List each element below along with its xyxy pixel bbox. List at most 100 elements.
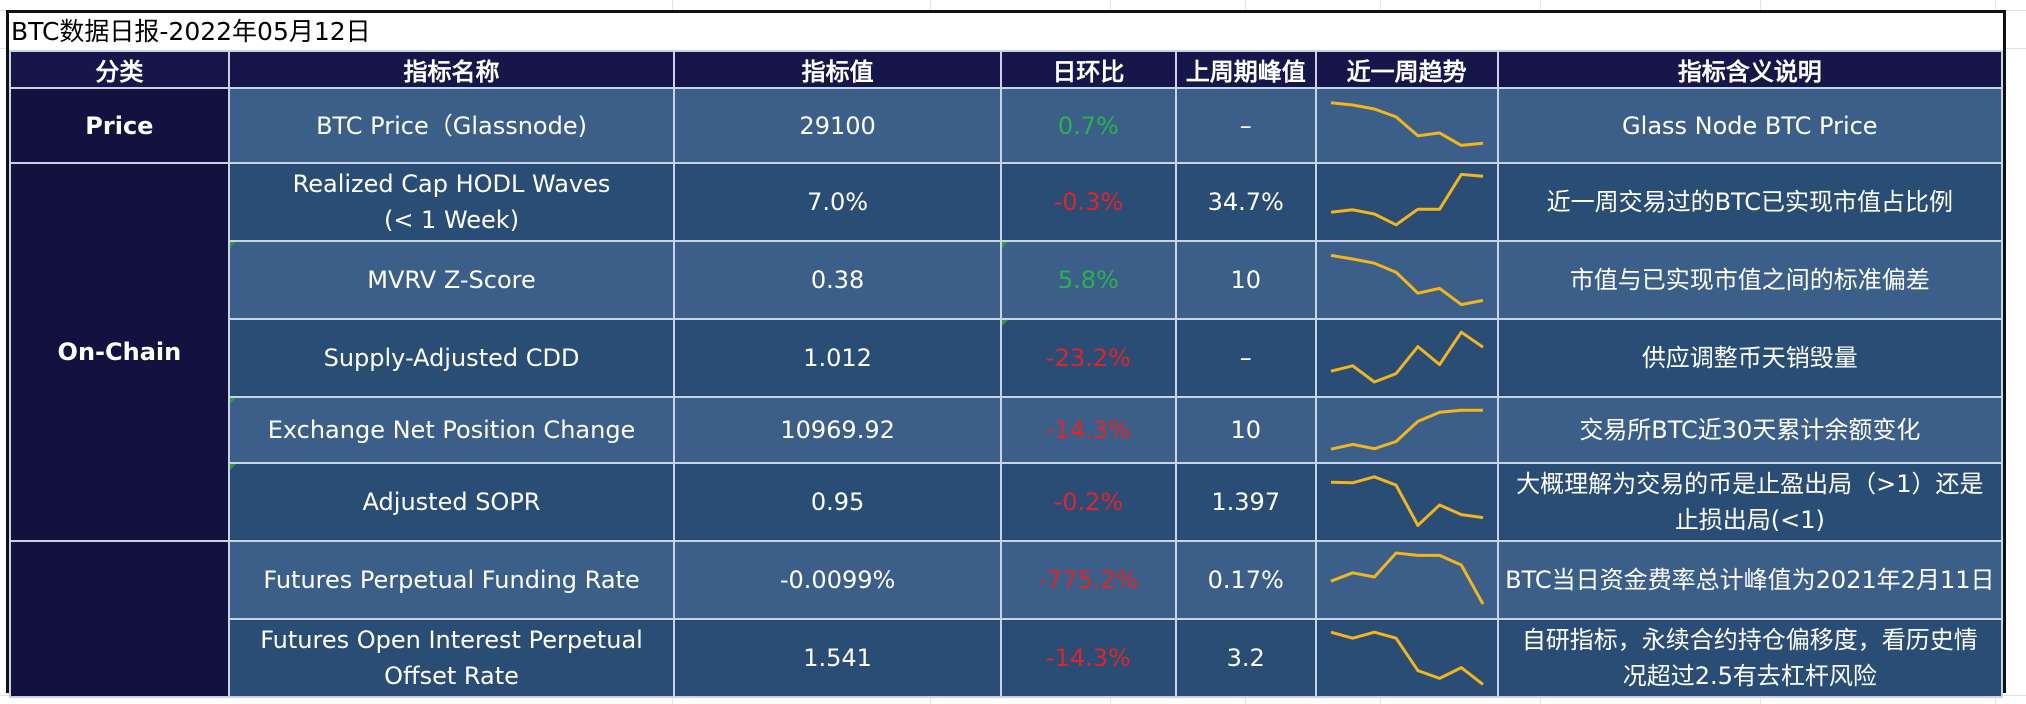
indicator-name-cell[interactable]: BTC Price（Glassnode) bbox=[227, 87, 676, 164]
indicator-name-cell[interactable]: Futures Open Interest Perpetual Offset Ra… bbox=[227, 618, 676, 698]
text-line: 交易所BTC近30天累计余额变化 bbox=[1579, 416, 1921, 444]
sparkline-chart bbox=[1330, 172, 1483, 227]
text-line: Futures Perpetual Funding Rate bbox=[263, 566, 640, 594]
previous-peak-cell[interactable]: 34.7% bbox=[1174, 162, 1317, 242]
text-line: Glass Node BTC Price bbox=[1622, 111, 1878, 140]
indicator-name-cell[interactable]: Realized Cap HODL Waves (< 1 Week) bbox=[227, 162, 676, 242]
dod-change-cell[interactable]: -0.3% bbox=[999, 162, 1177, 242]
dod-change-cell[interactable]: 5.8% bbox=[999, 240, 1177, 320]
text-line: 况超过2.5有去杠杆风险 bbox=[1622, 662, 1877, 690]
weekly-trend-cell[interactable] bbox=[1314, 396, 1499, 464]
description-cell[interactable]: 近一周交易过的BTC已实现市值占比例 bbox=[1496, 162, 2004, 242]
description-cell[interactable]: BTC当日资金费率总计峰值为2021年2月11日 bbox=[1496, 540, 2004, 620]
sparkline-line bbox=[1330, 630, 1484, 686]
indicator-value-cell[interactable]: 0.95 bbox=[673, 462, 1002, 542]
previous-peak-cell[interactable]: – bbox=[1174, 318, 1317, 398]
indicator-name-cell[interactable]: Adjusted SOPR bbox=[227, 462, 676, 542]
table-row: Exchange Net Position Change 10969.92 -14.… bbox=[10, 396, 2004, 464]
dod-change-cell[interactable]: -14.3% bbox=[999, 618, 1177, 698]
text-line: 供应调整币天销毁量 bbox=[1641, 344, 1858, 372]
indicator-name-cell[interactable]: Supply-Adjusted CDD bbox=[227, 318, 676, 398]
header-category[interactable]: 分类 bbox=[9, 50, 230, 89]
sparkline-line bbox=[1330, 408, 1483, 451]
weekly-trend-cell[interactable] bbox=[1314, 240, 1499, 320]
indicator-value-cell[interactable]: 0.38 bbox=[673, 240, 1002, 320]
indicator-name-cell[interactable]: Futures Perpetual Funding Rate bbox=[227, 540, 676, 620]
text-line: Exchange Net Position Change bbox=[267, 416, 636, 444]
text-line: 大概理解为交易的币是止盈出局（>1）还是 bbox=[1516, 470, 1984, 498]
sparkline-line bbox=[1330, 253, 1483, 307]
category-cell-price[interactable]: Price bbox=[9, 87, 230, 164]
previous-peak-cell[interactable]: 10 bbox=[1174, 240, 1317, 320]
sparkline-line bbox=[1330, 475, 1483, 527]
weekly-trend-cell[interactable] bbox=[1314, 618, 1499, 698]
description-cell[interactable]: 大概理解为交易的币是止盈出局（>1）还是 止损出局(<1) bbox=[1496, 462, 2004, 542]
text-line: Realized Cap HODL Waves bbox=[292, 170, 611, 198]
previous-peak-cell[interactable]: 3.2 bbox=[1174, 618, 1317, 698]
sparkline-chart bbox=[1330, 630, 1484, 686]
description-cell[interactable]: 供应调整币天销毁量 bbox=[1496, 318, 2004, 398]
text-line: Adjusted SOPR bbox=[362, 488, 541, 516]
indicator-name-cell[interactable]: MVRV Z-Score bbox=[227, 240, 676, 320]
text-line: (< 1 Week) bbox=[383, 206, 520, 234]
header-desc[interactable]: 指标含义说明 bbox=[1496, 50, 2004, 89]
text-line: Futures Open Interest Perpetual bbox=[260, 626, 643, 654]
header-peak[interactable]: 上周期峰值 bbox=[1174, 50, 1317, 89]
text-line: 止损出局(<1) bbox=[1674, 506, 1825, 534]
weekly-trend-cell[interactable] bbox=[1314, 318, 1499, 398]
sparkline-line bbox=[1330, 330, 1484, 384]
dod-change-cell[interactable]: -0.2% bbox=[999, 462, 1177, 542]
report-sheet: BTC数据日报-2022年05月12日 分类 指标名称 指标值 日环比 上周期峰… bbox=[6, 10, 2006, 698]
sparkline-chart bbox=[1330, 101, 1483, 147]
report-title[interactable]: BTC数据日报-2022年05月12日 bbox=[9, 13, 2003, 50]
description-cell[interactable]: 市值与已实现市值之间的标准偏差 bbox=[1496, 240, 2004, 320]
text-line: MVRV Z-Score bbox=[367, 266, 536, 294]
dod-change-cell[interactable]: -23.2% bbox=[999, 318, 1177, 398]
table-row: MVRV Z-Score 0.38 5.8% 10 市值与已实现市值之间的标准偏差 bbox=[10, 240, 2004, 320]
description-cell[interactable]: 自研指标，永续合约持仓偏移度，看历史情 况超过2.5有去杠杆风险 bbox=[1496, 618, 2004, 698]
text-line: BTC Price（Glassnode) bbox=[316, 111, 587, 140]
text-line: BTC当日资金费率总计峰值为2021年2月11日 bbox=[1505, 566, 1995, 594]
header-trend[interactable]: 近一周趋势 bbox=[1314, 50, 1499, 89]
indicator-table: 分类 指标名称 指标值 日环比 上周期峰值 近一周趋势 指标含义说明 Price… bbox=[9, 50, 2004, 698]
text-line: 近一周交易过的BTC已实现市值占比例 bbox=[1546, 188, 1954, 216]
weekly-trend-cell[interactable] bbox=[1314, 87, 1499, 164]
indicator-value-cell[interactable]: 7.0% bbox=[673, 162, 1002, 242]
weekly-trend-cell[interactable] bbox=[1314, 162, 1499, 242]
description-cell[interactable]: Glass Node BTC Price bbox=[1496, 87, 2004, 164]
sparkline-line bbox=[1330, 172, 1483, 227]
dod-change-cell[interactable]: -14.3% bbox=[999, 396, 1177, 464]
indicator-value-cell[interactable]: 1.541 bbox=[673, 618, 1002, 698]
indicator-value-cell[interactable]: 29100 bbox=[673, 87, 1002, 164]
previous-peak-cell[interactable]: 10 bbox=[1174, 396, 1317, 464]
previous-peak-cell[interactable]: – bbox=[1174, 87, 1317, 164]
indicator-value-cell[interactable]: 10969.92 bbox=[673, 396, 1002, 464]
text-line: 自研指标，永续合约持仓偏移度，看历史情 bbox=[1521, 626, 1978, 654]
category-cell-onchain[interactable]: On-Chain bbox=[9, 162, 230, 542]
sparkline-chart bbox=[1330, 551, 1484, 605]
header-name[interactable]: 指标名称 bbox=[227, 50, 676, 89]
table-row: Adjusted SOPR 0.95 -0.2% 1.397 大概理解为交易的币是止盈出… bbox=[10, 462, 2004, 542]
text-line: Offset Rate bbox=[384, 662, 519, 690]
header-dod[interactable]: 日环比 bbox=[999, 50, 1177, 89]
previous-peak-cell[interactable]: 0.17% bbox=[1174, 540, 1317, 620]
previous-peak-cell[interactable]: 1.397 bbox=[1174, 462, 1317, 542]
sparkline-line bbox=[1330, 101, 1483, 147]
indicator-value-cell[interactable]: -0.0099% bbox=[673, 540, 1002, 620]
table-row: Supply-Adjusted CDD 1.012 -23.2% – 供应调整币天销毁量 bbox=[10, 318, 2004, 398]
dod-change-cell[interactable]: -775.2% bbox=[999, 540, 1177, 620]
sparkline-chart bbox=[1330, 475, 1483, 527]
table-row: Futures Open Interest Perpetual Offset Ra… bbox=[10, 618, 2004, 698]
indicator-value-cell[interactable]: 1.012 bbox=[673, 318, 1002, 398]
indicator-name-cell[interactable]: Exchange Net Position Change bbox=[227, 396, 676, 464]
table-row: Futures Perpetual Funding Rate -0.0099% -7… bbox=[9, 540, 2004, 698]
text-line: 市值与已实现市值之间的标准偏差 bbox=[1569, 266, 1930, 294]
table-row: Price BTC Price（Glassnode) 29100 0.7% – Glass… bbox=[9, 87, 2004, 164]
header-value[interactable]: 指标值 bbox=[673, 50, 1002, 89]
weekly-trend-cell[interactable] bbox=[1314, 462, 1499, 542]
dod-change-cell[interactable]: 0.7% bbox=[999, 87, 1177, 164]
sparkline-line bbox=[1330, 551, 1484, 605]
weekly-trend-cell[interactable] bbox=[1314, 540, 1499, 620]
category-cell-derivatives[interactable] bbox=[9, 540, 230, 698]
description-cell[interactable]: 交易所BTC近30天累计余额变化 bbox=[1496, 396, 2004, 464]
